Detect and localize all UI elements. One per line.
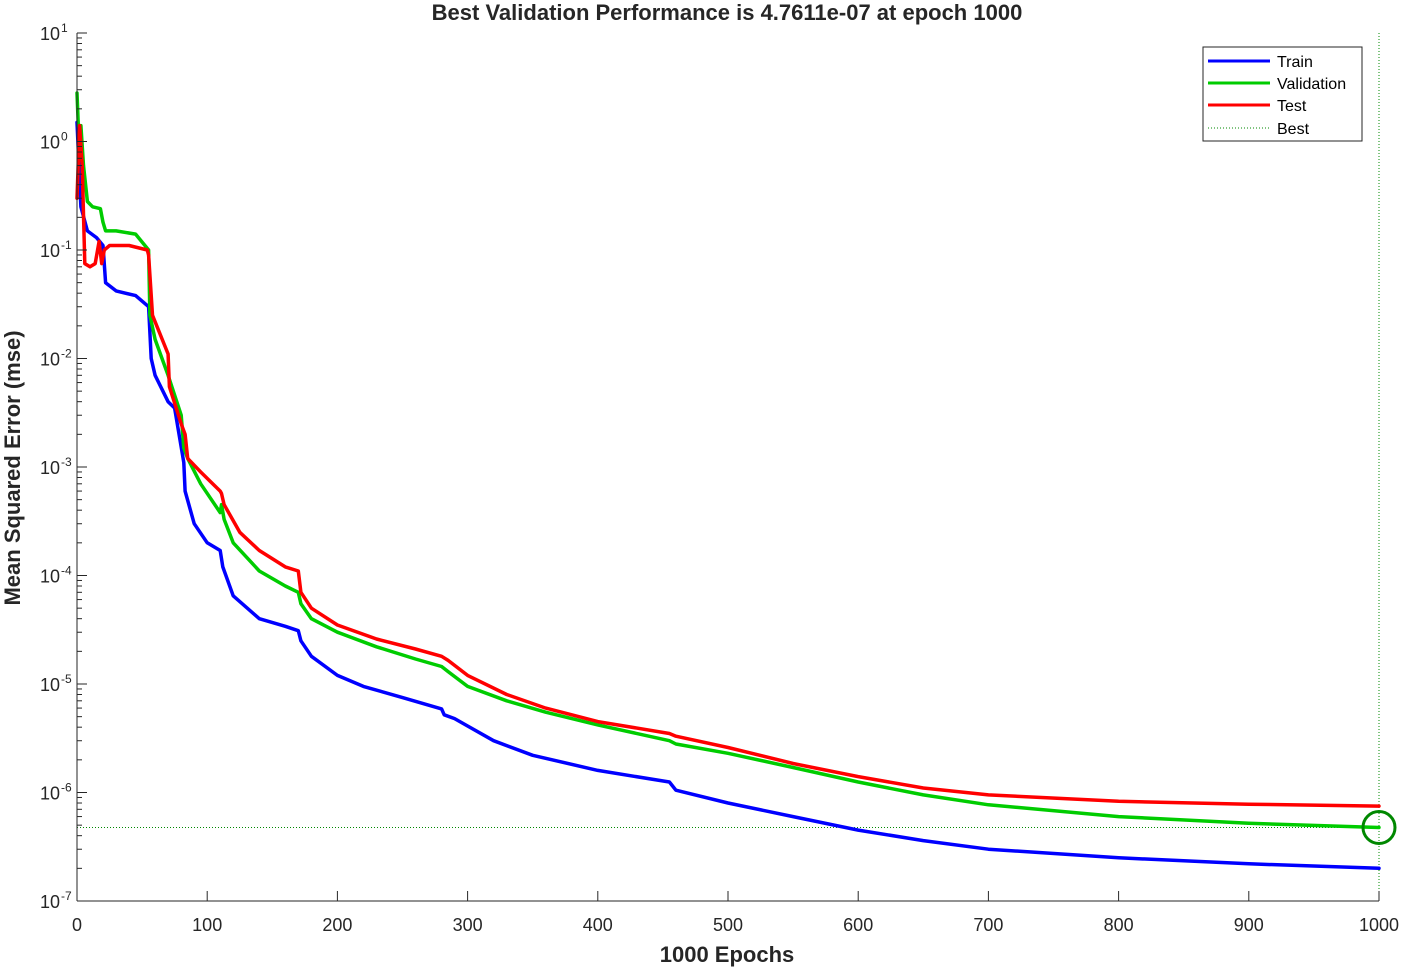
legend-box xyxy=(1202,46,1363,142)
y-tick-label: 10 xyxy=(40,567,60,587)
x-tick-label: 1000 xyxy=(1359,915,1399,935)
x-axis-label: 1000 Epochs xyxy=(660,942,795,967)
series-line-train xyxy=(75,120,1381,871)
y-tick-exponent: -2 xyxy=(61,347,72,361)
axes: 0 100 200 300 400 500 600 700 800 900 100010-710-6… xyxy=(40,21,1399,935)
legend-best-label: Best xyxy=(1277,121,1310,138)
x-tick-label: 500 xyxy=(713,915,743,935)
y-tick-exponent: -1 xyxy=(61,238,72,252)
y-tick-exponent: -5 xyxy=(61,672,72,686)
y-tick-exponent: 0 xyxy=(61,130,68,144)
x-tick-label: 0 xyxy=(72,915,82,935)
y-tick-label: 10 xyxy=(40,241,60,261)
legend-test-label: Test xyxy=(1277,98,1307,115)
chart-title: Best Validation Performance is 4.7611e-0… xyxy=(432,0,1023,25)
legend-validation-label: Validation xyxy=(1277,76,1346,93)
legend-train-label: Train xyxy=(1277,54,1313,71)
x-tick-label: 700 xyxy=(973,915,1003,935)
series-line-validation xyxy=(75,91,1381,830)
y-tick-label: 10 xyxy=(40,24,60,44)
y-tick-label: 10 xyxy=(40,350,60,370)
y-tick-exponent: -3 xyxy=(61,455,72,469)
y-tick-label: 10 xyxy=(40,784,60,804)
best-marker xyxy=(1361,809,1397,845)
x-tick-label: 400 xyxy=(583,915,613,935)
y-tick-exponent: -4 xyxy=(61,564,72,578)
plot-area xyxy=(75,33,1397,901)
x-tick-label: 600 xyxy=(843,915,873,935)
x-tick-label: 900 xyxy=(1234,915,1264,935)
y-tick-exponent: -6 xyxy=(61,781,72,795)
y-tick-label: 10 xyxy=(40,892,60,912)
y-tick-exponent: -7 xyxy=(61,889,72,903)
y-tick-exponent: 1 xyxy=(61,21,68,35)
y-tick-label: 10 xyxy=(40,675,60,695)
x-tick-label: 100 xyxy=(192,915,222,935)
legend: Train Validation Test Best xyxy=(1202,46,1363,142)
y-tick-label: 10 xyxy=(40,458,60,478)
series-line-test xyxy=(75,123,1381,808)
x-tick-label: 800 xyxy=(1104,915,1134,935)
y-tick-label: 10 xyxy=(40,133,60,153)
y-axis-label: Mean Squared Error (mse) xyxy=(0,330,25,605)
x-tick-label: 200 xyxy=(322,915,352,935)
x-tick-label: 300 xyxy=(453,915,483,935)
